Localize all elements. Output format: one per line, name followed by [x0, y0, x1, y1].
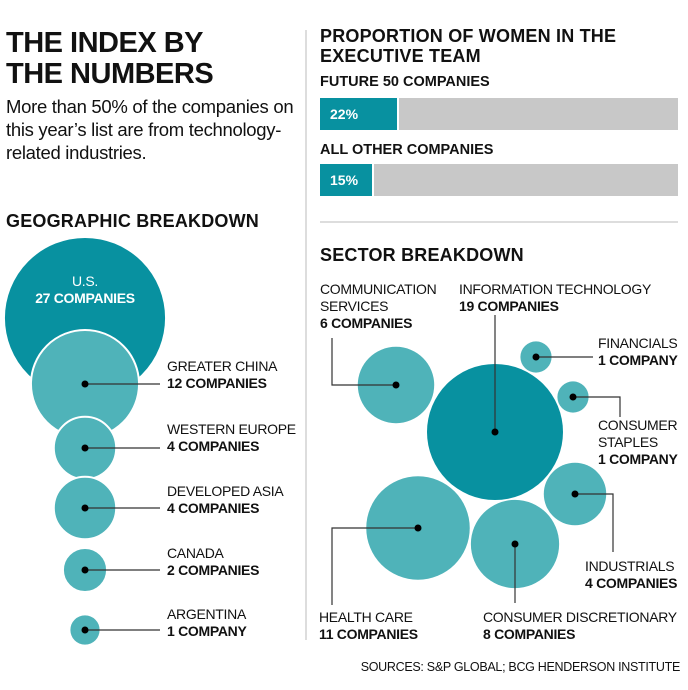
sector-leader-dot — [392, 381, 400, 389]
label-argentina: ARGENTINA 1 COMPANY — [167, 606, 247, 640]
women-title-line-2: EXECUTIVE TEAM — [320, 46, 481, 66]
geo-leader-dot — [81, 504, 89, 512]
label-financials: FINANCIALS 1 COMPANY — [598, 335, 678, 369]
sector-leader-line — [575, 493, 614, 552]
sector-leader-line — [573, 396, 621, 417]
sector-title: SECTOR BREAKDOWN — [320, 245, 524, 265]
label-name: WESTERN EUROPE — [167, 421, 296, 437]
intro-text: More than 50% of the companies on this y… — [6, 96, 294, 163]
geo-leader-dot — [81, 444, 89, 452]
geo-leader-dot — [81, 380, 89, 388]
label-count: 1 COMPANY — [598, 352, 678, 368]
label-canada: CANADA 2 COMPANIES — [167, 545, 259, 579]
women-title: PROPORTION OF WOMEN IN THE EXECUTIVE TEAM — [320, 26, 616, 66]
bar-others: 15% — [320, 164, 678, 196]
geo-leader-dot — [81, 566, 89, 574]
label-name: SERVICES — [320, 298, 389, 314]
bar-label-others: ALL OTHER COMPANIES — [320, 142, 494, 158]
bar-label-future50: FUTURE 50 COMPANIES — [320, 74, 490, 90]
label-count: 4 COMPANIES — [167, 500, 260, 516]
bar-fill-future50: 22% — [320, 98, 399, 130]
women-title-line-1: PROPORTION OF WOMEN IN THE — [320, 26, 617, 46]
sources: SOURCES: S&P GLOBAL; BCG HENDERSON INSTI… — [360, 660, 681, 674]
sector-leader-dot — [511, 540, 519, 548]
label-name: FINANCIALS — [598, 335, 678, 351]
label-developed-asia: DEVELOPED ASIA 4 COMPANIES — [167, 483, 284, 517]
label-count: 12 COMPANIES — [167, 375, 267, 391]
geo-title: GEOGRAPHIC BREAKDOWN — [6, 211, 260, 231]
sector-leader-dot — [414, 524, 422, 532]
label-name: HEALTH CARE — [319, 609, 413, 625]
geo-leader-dot — [81, 626, 89, 634]
label-name: INDUSTRIALS — [585, 558, 675, 574]
label-name: CONSUMER — [598, 417, 678, 433]
sector-leader-dot — [491, 428, 499, 436]
title-line-1: THE INDEX BY — [6, 27, 204, 59]
label-information-technology: INFORMATION TECHNOLOGY 19 COMPANIES — [459, 281, 651, 315]
label-name: GREATER CHINA — [167, 358, 278, 374]
label-count: 2 COMPANIES — [167, 562, 260, 578]
label-name: DEVELOPED ASIA — [167, 483, 284, 499]
sector-leader-dot — [532, 353, 540, 361]
sector-leader-dot — [571, 490, 579, 498]
label-count: 27 COMPANIES — [35, 290, 135, 306]
page-title: THE INDEX BY THE NUMBERS — [6, 27, 214, 90]
label-name: ARGENTINA — [167, 606, 246, 622]
label-count: 4 COMPANIES — [167, 438, 260, 454]
sector-leader-line — [331, 338, 396, 386]
label-count: 19 COMPANIES — [459, 298, 559, 314]
sector-leader-dot — [569, 393, 577, 401]
label-consumer-staples: CONSUMER STAPLES 1 COMPANY — [598, 417, 678, 468]
label-name: CONSUMER DISCRETIONARY — [483, 609, 677, 625]
label-name: STAPLES — [598, 434, 658, 450]
label-name: U.S. — [71, 273, 99, 289]
label-count: 4 COMPANIES — [585, 575, 678, 591]
title-line-2: THE NUMBERS — [6, 58, 214, 90]
label-count: 1 COMPANY — [167, 623, 247, 639]
label-health-care: HEALTH CARE 11 COMPANIES — [319, 609, 418, 643]
sector-leader-line — [331, 527, 418, 605]
label-name: COMMUNICATION — [320, 281, 437, 297]
label-count: 6 COMPANIES — [320, 315, 413, 331]
label-consumer-discretionary: CONSUMER DISCRETIONARY 8 COMPANIES — [483, 609, 677, 643]
label-greater-china: GREATER CHINA 12 COMPANIES — [167, 358, 277, 392]
bar-fill-others: 15% — [320, 164, 374, 196]
label-count: 11 COMPANIES — [319, 626, 418, 642]
label-count: 8 COMPANIES — [483, 626, 576, 642]
label-count: 1 COMPANY — [598, 451, 678, 467]
label-name: CANADA — [167, 545, 224, 561]
label-industrials: INDUSTRIALS 4 COMPANIES — [585, 558, 677, 592]
bar-future50: 22% — [320, 98, 678, 130]
label-western-europe: WESTERN EUROPE 4 COMPANIES — [167, 421, 296, 455]
label-us: U.S. 27 COMPANIES — [5, 273, 165, 307]
label-name: INFORMATION TECHNOLOGY — [459, 281, 652, 297]
label-communication-services: COMMUNICATION SERVICES 6 COMPANIES — [320, 281, 437, 332]
